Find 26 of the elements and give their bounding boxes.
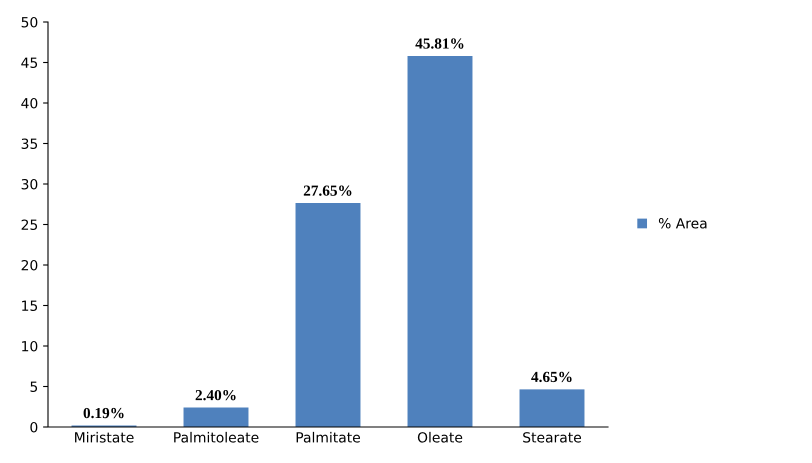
y-tick-label: 30 xyxy=(22,178,38,190)
y-tick-label: 45 xyxy=(21,58,38,68)
y-tick-label: 50 xyxy=(22,16,38,28)
x-tick-label: Palmitoleate xyxy=(174,432,258,443)
y-tick-label: 5 xyxy=(30,382,38,392)
data-label: 0.19% xyxy=(84,408,124,418)
x-tick-label: Stearate xyxy=(523,432,582,443)
y-tick-label: 35 xyxy=(22,138,38,149)
data-label: 45.81% xyxy=(415,38,464,49)
bar xyxy=(296,203,360,427)
y-tick-label: 40 xyxy=(21,98,38,108)
data-label: 27.65% xyxy=(304,185,352,196)
y-tick-label: 25 xyxy=(22,219,38,230)
bar xyxy=(408,56,472,427)
data-label: 4.65% xyxy=(531,372,572,382)
y-tick-label: 10 xyxy=(22,340,38,352)
x-tick-label: Miristate xyxy=(75,432,134,443)
bar xyxy=(184,408,248,427)
x-tick-label: Oleate xyxy=(418,432,462,443)
data-label: 2.40% xyxy=(196,390,236,400)
y-tick-label: 15 xyxy=(22,300,38,311)
x-tick-label: Palmitate xyxy=(296,432,360,443)
bar xyxy=(520,389,584,427)
y-tick-label: 0 xyxy=(30,422,38,432)
legend-label: % Area xyxy=(658,218,706,229)
y-tick-label: 20 xyxy=(22,260,38,270)
